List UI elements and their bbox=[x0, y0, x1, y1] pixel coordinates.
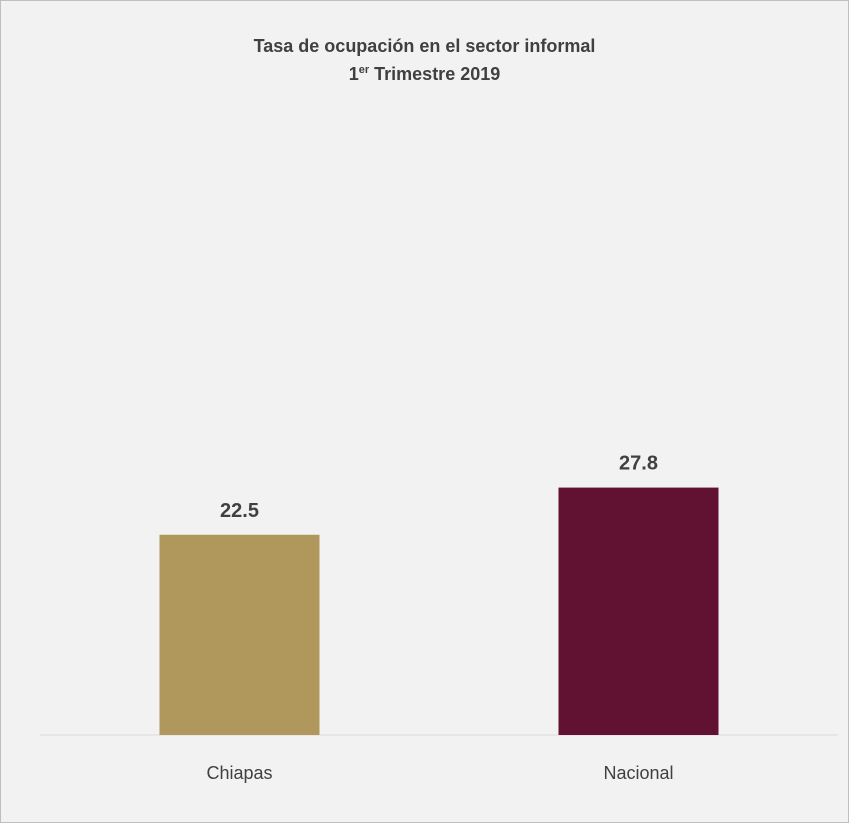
chart-subtitle-superscript: er bbox=[358, 64, 370, 76]
chart-title-text: Tasa de ocupación en el sector informal bbox=[253, 36, 596, 56]
data-label-chiapas: 22.5 bbox=[220, 500, 259, 522]
category-label-nacional: Nacional bbox=[603, 763, 673, 783]
data-label-nacional: 27.8 bbox=[619, 453, 658, 475]
chart-title: Tasa de ocupación en el sector informal bbox=[0, 36, 849, 57]
category-label-chiapas: Chiapas bbox=[206, 763, 272, 783]
bar-chiapas bbox=[159, 534, 320, 735]
chart-subtitle: 1er Trimestre 2019 bbox=[0, 64, 849, 85]
chart-subtitle-suffix: Trimestre 2019 bbox=[369, 64, 501, 84]
bar-nacional bbox=[558, 487, 719, 735]
chart-subtitle-prefix: 1 bbox=[348, 64, 359, 84]
